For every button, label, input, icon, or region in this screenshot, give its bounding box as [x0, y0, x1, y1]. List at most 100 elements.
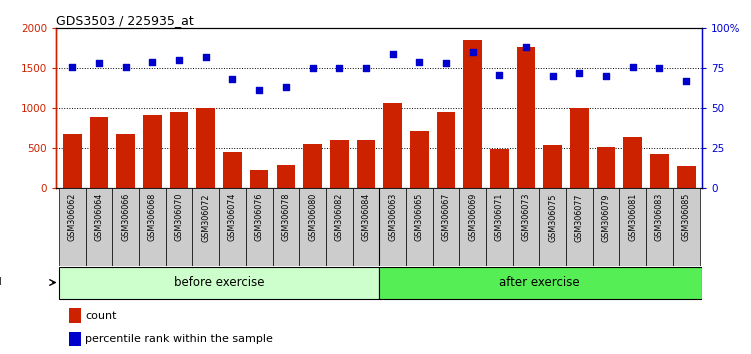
Bar [406, 188, 433, 266]
Bar [597, 147, 616, 188]
Bar [357, 140, 376, 188]
Point [440, 61, 452, 66]
Bar [544, 144, 562, 188]
Bar [192, 188, 219, 266]
Text: GSM306078: GSM306078 [282, 193, 291, 241]
Text: GSM306083: GSM306083 [655, 193, 664, 241]
Point [66, 64, 78, 69]
Point [173, 57, 185, 63]
Bar [673, 188, 699, 266]
Bar [170, 112, 189, 188]
Point [680, 78, 692, 84]
Bar [620, 188, 646, 266]
Bar [143, 115, 161, 188]
Bar [410, 131, 429, 188]
Bar [113, 188, 139, 266]
Text: GSM306079: GSM306079 [602, 193, 611, 241]
Text: GSM306081: GSM306081 [629, 193, 638, 241]
Text: GSM306063: GSM306063 [388, 193, 397, 241]
Bar [63, 134, 82, 188]
Point [653, 65, 665, 71]
Text: GSM306080: GSM306080 [308, 193, 317, 241]
Bar [539, 188, 566, 266]
Bar [383, 103, 402, 188]
Point [574, 70, 586, 76]
Text: GSM306075: GSM306075 [548, 193, 557, 241]
Bar [69, 332, 81, 346]
Text: GSM306068: GSM306068 [148, 193, 157, 241]
Bar [166, 188, 192, 266]
Point [466, 50, 478, 55]
Point [280, 85, 292, 90]
Text: GSM306074: GSM306074 [228, 193, 237, 241]
Point [627, 64, 639, 69]
Text: protocol: protocol [0, 278, 2, 287]
Bar [677, 166, 695, 188]
Bar [139, 188, 166, 266]
Bar [330, 140, 348, 188]
Bar [436, 112, 455, 188]
Text: GDS3503 / 225935_at: GDS3503 / 225935_at [56, 14, 194, 27]
Text: GSM306077: GSM306077 [575, 193, 584, 241]
Text: GSM306065: GSM306065 [415, 193, 424, 241]
Text: GSM306069: GSM306069 [468, 193, 477, 241]
Bar [223, 152, 242, 188]
Point [547, 73, 559, 79]
Point [227, 76, 239, 82]
Point [306, 65, 318, 71]
Text: GSM306085: GSM306085 [682, 193, 691, 241]
Text: GSM306082: GSM306082 [335, 193, 344, 241]
Point [200, 54, 212, 60]
Bar [303, 144, 322, 188]
Text: after exercise: after exercise [499, 276, 580, 289]
Text: GSM306067: GSM306067 [442, 193, 451, 241]
Text: GSM306084: GSM306084 [361, 193, 370, 241]
Point [520, 45, 532, 50]
Bar [299, 188, 326, 266]
Bar [650, 154, 669, 188]
Bar [246, 188, 273, 266]
Bar [352, 188, 379, 266]
Point [360, 65, 372, 71]
Bar [646, 188, 673, 266]
Text: GSM306066: GSM306066 [121, 193, 130, 241]
Bar [379, 188, 406, 266]
Bar [460, 188, 486, 266]
Text: GSM306064: GSM306064 [95, 193, 104, 241]
Text: percentile rank within the sample: percentile rank within the sample [86, 333, 273, 344]
Bar [276, 165, 295, 188]
Bar [486, 188, 513, 266]
Point [119, 64, 131, 69]
Point [333, 65, 345, 71]
Bar [566, 188, 593, 266]
Bar [86, 188, 113, 266]
Text: GSM306073: GSM306073 [521, 193, 530, 241]
Bar [69, 308, 81, 323]
Bar [623, 137, 642, 188]
Point [600, 73, 612, 79]
Point [253, 88, 265, 93]
Point [93, 61, 105, 66]
Bar [59, 267, 379, 299]
Bar [197, 108, 215, 188]
Bar [219, 188, 246, 266]
Point [413, 59, 425, 65]
Bar [593, 188, 620, 266]
Bar [490, 149, 508, 188]
Bar [116, 134, 135, 188]
Bar [250, 170, 269, 188]
Bar [570, 108, 589, 188]
Bar [273, 188, 299, 266]
Text: before exercise: before exercise [174, 276, 264, 289]
Text: GSM306071: GSM306071 [495, 193, 504, 241]
Bar [513, 188, 539, 266]
Bar [379, 267, 702, 299]
Bar [89, 117, 108, 188]
Bar [326, 188, 352, 266]
Text: GSM306072: GSM306072 [201, 193, 210, 241]
Text: count: count [86, 311, 117, 321]
Bar [517, 47, 535, 188]
Text: GSM306076: GSM306076 [255, 193, 264, 241]
Text: GSM306070: GSM306070 [174, 193, 183, 241]
Bar [463, 40, 482, 188]
